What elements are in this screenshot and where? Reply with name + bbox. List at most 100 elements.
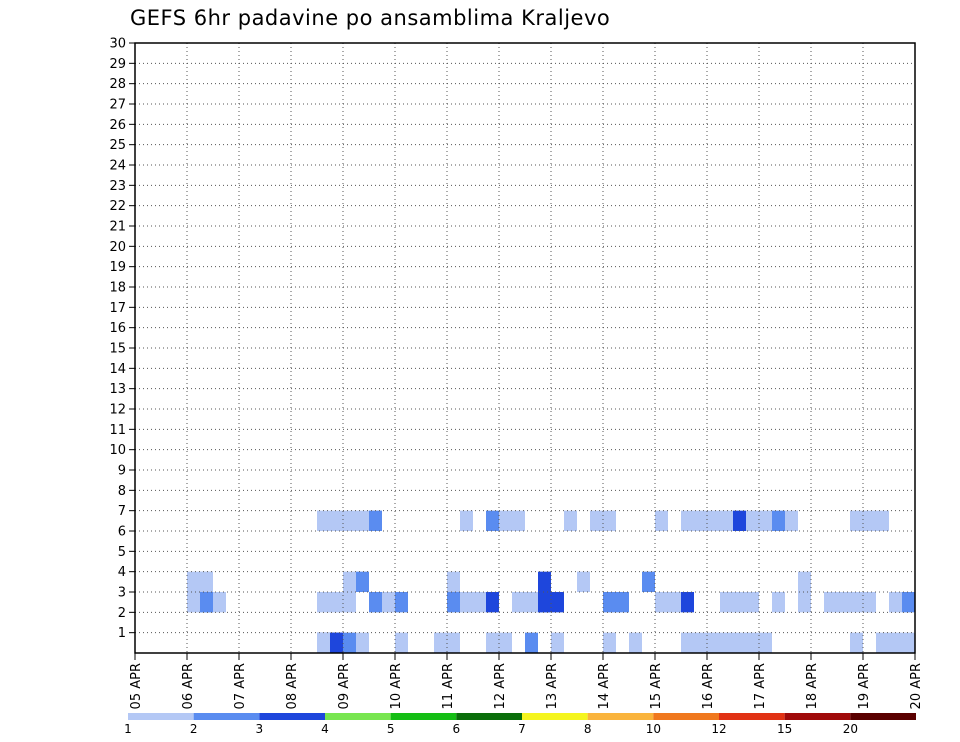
colorbar-swatch [456, 713, 522, 720]
heatmap-cell [603, 592, 616, 613]
y-tick-label: 24 [109, 159, 126, 174]
colorbar-label: 6 [453, 722, 461, 736]
colorbar-swatch [653, 713, 719, 720]
heatmap-cell [733, 592, 746, 613]
heatmap-cell [889, 592, 902, 613]
heatmap-cell [694, 632, 707, 653]
heatmap-cell [330, 592, 343, 613]
heatmap-cell [200, 592, 213, 613]
heatmap-cell [863, 592, 876, 613]
heatmap-cell [798, 592, 811, 613]
heatmap-cell [655, 592, 668, 613]
heatmap-cell [447, 632, 460, 653]
heatmap-cell [187, 571, 200, 592]
heatmap-cell [720, 592, 733, 613]
heatmap-cell [863, 510, 876, 531]
heatmap-cell [876, 632, 889, 653]
heatmap-cell [655, 510, 668, 531]
x-tick-label: 16 APR [701, 663, 716, 709]
grid-lines [135, 43, 915, 653]
heatmap-cell [343, 632, 356, 653]
x-tick-label: 12 APR [493, 663, 508, 709]
heatmap-cell [499, 510, 512, 531]
heatmap-cell [460, 592, 473, 613]
heatmap-cell [512, 592, 525, 613]
y-tick-label: 10 [109, 443, 126, 458]
colorbar-swatch [325, 713, 391, 720]
y-axis: 1234567891011121314151617181920212223242… [109, 37, 135, 641]
heatmap-cell [681, 632, 694, 653]
heatmap-cell [759, 510, 772, 531]
y-tick-label: 13 [109, 382, 126, 397]
heatmap-cell [551, 632, 564, 653]
heatmap-cell [603, 510, 616, 531]
x-tick-label: 14 APR [597, 663, 612, 709]
heatmap-cells [187, 510, 915, 653]
heatmap-cell [330, 510, 343, 531]
x-axis: 05 APR 06 APR 07 APR 08 APR 09 APR 10 APR 11 A… [129, 653, 924, 709]
heatmap-cell [356, 632, 369, 653]
colorbar-label: 12 [711, 722, 726, 736]
heatmap-cell [772, 510, 785, 531]
heatmap-cell [850, 632, 863, 653]
x-tick-label: 10 APR [389, 663, 404, 709]
y-tick-label: 28 [109, 77, 126, 92]
heatmap-cell [356, 571, 369, 592]
y-tick-label: 4 [118, 565, 126, 580]
heatmap-cell [538, 571, 551, 592]
heatmap-cell [317, 632, 330, 653]
y-tick-label: 6 [118, 525, 126, 540]
x-tick-label: 20 APR [909, 663, 924, 709]
heatmap-cell [837, 592, 850, 613]
colorbar-legend: 1 2 3 4 5 6 7 8 10 12 15 20 [124, 713, 916, 736]
colorbar-label: 3 [256, 722, 264, 736]
y-tick-label: 20 [109, 240, 126, 255]
heatmap-cell [824, 592, 837, 613]
heatmap-cell [395, 632, 408, 653]
heatmap-cell [629, 632, 642, 653]
x-tick-label: 18 APR [805, 663, 820, 709]
y-tick-label: 5 [118, 545, 126, 560]
y-tick-label: 26 [109, 118, 126, 133]
heatmap-cell [746, 510, 759, 531]
heatmap-cell [707, 510, 720, 531]
heatmap-cell [850, 510, 863, 531]
x-tick-label: 19 APR [857, 663, 872, 709]
y-tick-label: 30 [109, 37, 126, 52]
colorbar-swatch [587, 713, 654, 720]
heatmap-cell [525, 592, 538, 613]
heatmap-cell [486, 592, 499, 613]
y-tick-label: 22 [109, 199, 126, 214]
colorbar-label: 15 [777, 722, 792, 736]
heatmap-cell [746, 592, 759, 613]
colorbar-label: 1 [124, 722, 132, 736]
colorbar-swatch [719, 713, 785, 720]
heatmap-cell [889, 632, 902, 653]
x-tick-label: 13 APR [545, 663, 560, 709]
heatmap-cell [460, 510, 473, 531]
heatmap-cell [382, 592, 395, 613]
y-tick-label: 9 [118, 464, 126, 479]
heatmap-cell [590, 510, 603, 531]
heatmap-cell [343, 510, 356, 531]
heatmap-cell [798, 571, 811, 592]
y-tick-label: 25 [109, 138, 126, 153]
heatmap-cell [551, 592, 564, 613]
heatmap-cell [187, 592, 200, 613]
heatmap-cell [317, 510, 330, 531]
colorbar-swatch [128, 713, 194, 720]
heatmap-cell [486, 510, 499, 531]
heatmap-cell [577, 571, 590, 592]
heatmap-cell [369, 592, 382, 613]
heatmap-cell [720, 510, 733, 531]
heatmap-cell [525, 632, 538, 653]
colorbar-swatch [850, 713, 916, 720]
x-tick-label: 05 APR [129, 663, 144, 709]
y-tick-label: 18 [109, 281, 126, 296]
x-tick-label: 17 APR [753, 663, 768, 709]
heatmap-cell [733, 510, 746, 531]
heatmap-cell [902, 592, 915, 613]
y-tick-label: 27 [109, 98, 126, 113]
heatmap-cell [369, 510, 382, 531]
